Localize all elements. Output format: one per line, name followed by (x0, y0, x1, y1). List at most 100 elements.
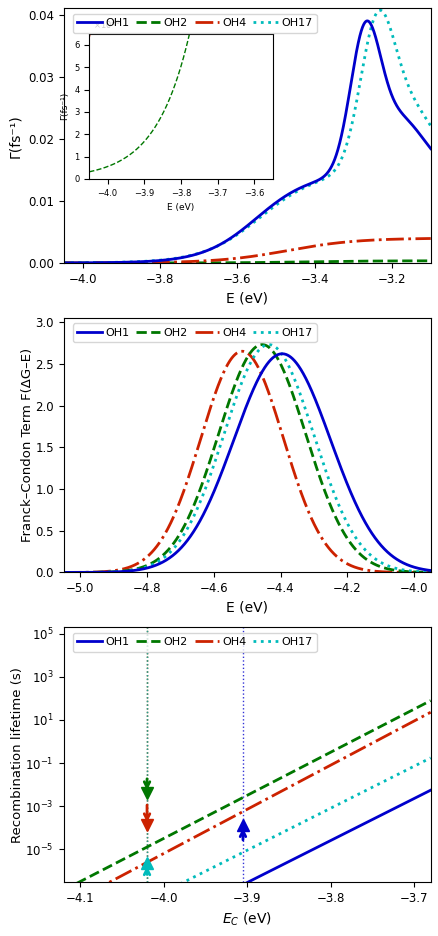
OH1 (427, 564, 432, 576)
Line: OH17: OH17 (64, 10, 438, 263)
OH2 (387, 256, 392, 267)
Legend: OH1, OH2, OH4, OH17: OH1, OH2, OH4, OH17 (73, 324, 316, 343)
OH4 (204, 256, 209, 267)
OH4 (353, 746, 358, 757)
OH17 (204, 244, 209, 256)
OH1 (427, 143, 433, 154)
OH1 (387, 87, 392, 98)
OH17 (346, 793, 352, 804)
OH1 (434, 565, 438, 577)
OH4 (61, 257, 66, 269)
OH1 (346, 826, 352, 837)
OH17 (103, 566, 109, 578)
OH1 (126, 256, 131, 268)
OH2 (61, 257, 66, 269)
OH1 (126, 565, 131, 577)
OH17 (204, 479, 209, 490)
OH1 (386, 548, 392, 560)
OH1 (61, 257, 66, 269)
OH4 (220, 254, 226, 265)
OH2 (61, 885, 66, 896)
OH4 (103, 257, 109, 269)
OH2 (103, 257, 109, 269)
OH17 (126, 565, 131, 577)
OH17 (98, 918, 103, 929)
OH2 (220, 414, 225, 425)
Line: OH2: OH2 (64, 344, 436, 573)
OH2 (259, 339, 264, 350)
OH4 (98, 881, 103, 892)
OH4 (312, 768, 318, 779)
Legend: OH1, OH2, OH4, OH17: OH1, OH2, OH4, OH17 (73, 14, 316, 33)
OH17 (220, 431, 225, 443)
OH17 (427, 566, 432, 578)
OH4 (427, 233, 433, 244)
OH4 (434, 567, 438, 578)
OH1 (61, 567, 66, 578)
OH2 (204, 464, 209, 475)
OH1 (364, 15, 369, 26)
OH4 (386, 566, 392, 578)
OH4 (387, 234, 392, 245)
Line: OH1: OH1 (64, 790, 430, 936)
OH1 (204, 502, 209, 513)
OH17 (265, 339, 271, 350)
Y-axis label: Γ(fs⁻¹): Γ(fs⁻¹) (8, 114, 22, 157)
OH4 (61, 567, 66, 578)
OH17 (353, 790, 358, 801)
OH1 (312, 842, 318, 854)
OH17 (126, 256, 131, 268)
OH1 (204, 245, 209, 256)
OH17 (427, 753, 432, 764)
OH2 (435, 256, 438, 267)
OH2 (209, 808, 214, 819)
Legend: OH1, OH2, OH4, OH17: OH1, OH2, OH4, OH17 (73, 633, 316, 651)
OH2 (427, 566, 432, 578)
OH1 (279, 348, 284, 359)
OH2 (126, 564, 131, 576)
OH1 (222, 888, 227, 899)
OH17 (427, 121, 433, 132)
OH17 (312, 811, 318, 822)
OH1 (220, 237, 226, 248)
OH2 (98, 865, 103, 876)
OH17 (434, 566, 438, 578)
OH1 (435, 152, 438, 163)
OH2 (204, 257, 209, 269)
Y-axis label: Franck–Condon Term F(ΔG–E): Franck–Condon Term F(ΔG–E) (21, 348, 34, 542)
OH2 (220, 257, 226, 269)
OH4 (427, 567, 432, 578)
Line: OH4: OH4 (64, 239, 438, 263)
OH17 (386, 561, 392, 572)
OH2 (61, 567, 66, 578)
OH17 (387, 24, 392, 36)
Line: OH17: OH17 (64, 758, 430, 936)
OH1 (209, 895, 214, 906)
OH4 (103, 566, 109, 578)
OH1 (103, 566, 109, 578)
OH17 (220, 238, 226, 249)
OH1 (353, 822, 358, 833)
X-axis label: $E_C$ (eV): $E_C$ (eV) (222, 911, 272, 928)
OH17 (435, 132, 438, 143)
OH1 (220, 463, 225, 475)
Line: OH17: OH17 (64, 344, 436, 573)
OH2 (222, 801, 227, 812)
OH17 (61, 567, 66, 578)
OH17 (377, 5, 382, 16)
OH4 (427, 707, 432, 718)
OH2 (103, 566, 109, 578)
OH2 (434, 567, 438, 578)
Line: OH2: OH2 (64, 701, 430, 890)
OH2 (312, 754, 318, 766)
OH1 (103, 257, 109, 269)
OH2 (427, 695, 432, 707)
OH17 (61, 257, 66, 269)
OH2 (346, 737, 352, 748)
OH4 (61, 900, 66, 912)
OH17 (103, 256, 109, 268)
OH4 (204, 413, 209, 424)
OH1 (427, 784, 432, 796)
OH2 (126, 257, 131, 269)
X-axis label: E (eV): E (eV) (226, 601, 268, 615)
